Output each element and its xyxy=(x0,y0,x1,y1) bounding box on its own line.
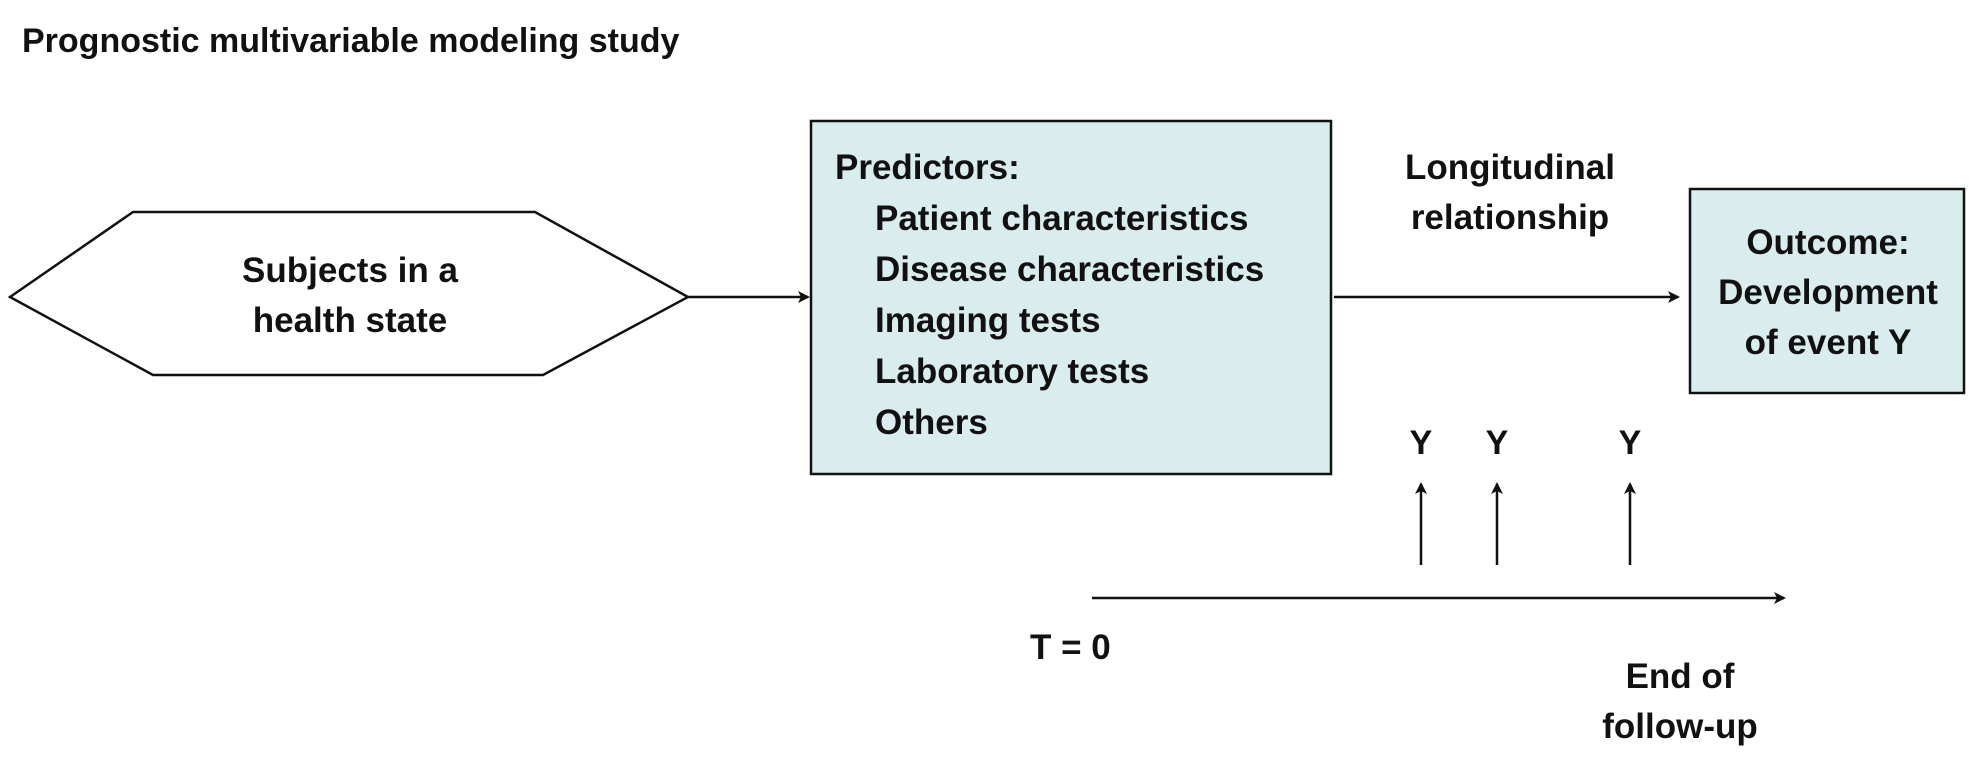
timeline-end-line-2: follow-up xyxy=(1602,707,1758,746)
relationship-line-1: Longitudinal xyxy=(1405,148,1615,187)
timeline-end-label: End of follow-up xyxy=(1580,652,1780,752)
diagram-title: Prognostic multivariable modeling study xyxy=(22,22,680,60)
outcome-line-1: Outcome: xyxy=(1746,223,1910,262)
relationship-label: Longitudinal relationship xyxy=(1360,143,1660,243)
predictor-item: Disease characteristics xyxy=(875,250,1265,289)
timeline-end-line-1: End of xyxy=(1625,657,1735,696)
outcome-label: Outcome: Development of event Y xyxy=(1694,218,1962,368)
predictor-item: Laboratory tests xyxy=(875,352,1150,391)
subjects-line-2: health state xyxy=(252,301,448,340)
outcome-box xyxy=(1688,187,1966,395)
predictor-item: Patient characteristics xyxy=(875,199,1249,238)
predictors-heading: Predictors: xyxy=(835,148,1020,187)
event-marker-2: Y xyxy=(1485,424,1509,462)
predictor-item: Others xyxy=(875,403,988,442)
event-marker-1: Y xyxy=(1409,424,1433,462)
predictors-box xyxy=(809,119,1333,476)
relationship-line-2: relationship xyxy=(1410,198,1610,237)
outcome-line-3: of event Y xyxy=(1744,323,1912,362)
timeline-start-label: T = 0 xyxy=(1030,628,1111,667)
event-marker-3: Y xyxy=(1618,424,1642,462)
subjects-label: Subjects in a health state xyxy=(180,246,520,346)
outcome-line-2: Development xyxy=(1718,273,1938,312)
predictor-item: Imaging tests xyxy=(875,301,1101,340)
predictors-list: Patient characteristics Disease characte… xyxy=(875,193,1264,448)
subjects-line-1: Subjects in a xyxy=(242,251,458,290)
